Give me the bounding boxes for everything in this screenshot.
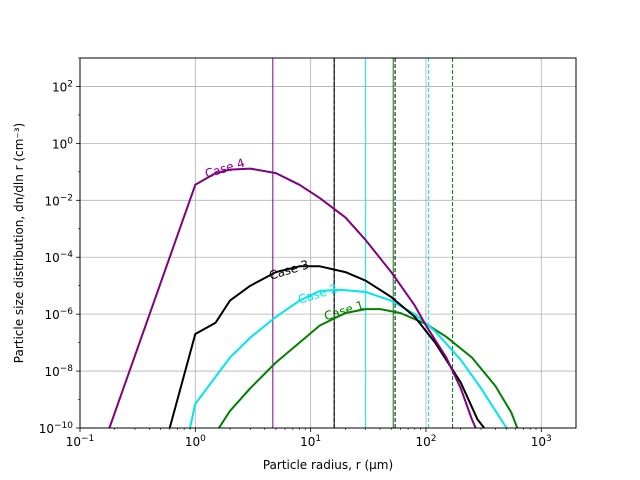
axis-ticks: 10−1 100 101 102 103 10−10 10−8 10−6 10−4 10−2 100… [39, 57, 552, 449]
y-tick-label: 10−6 [44, 307, 73, 322]
series-lines [108, 167, 519, 428]
x-axis-label: Particle radius, r (μm) [263, 458, 393, 472]
x-tick-label: 10−1 [66, 434, 95, 449]
y-tick-label: 100 [52, 136, 73, 151]
plot-frame [79, 57, 577, 429]
series-line [108, 167, 477, 428]
x-tick-label: 101 [300, 434, 321, 449]
y-tick-label: 10−8 [44, 364, 73, 379]
x-tick-label: 100 [185, 434, 206, 449]
series-line [189, 288, 508, 428]
x-tick-label: 102 [415, 434, 436, 449]
y-axis-label: Particle size distribution, dn/dln r (cm… [12, 123, 26, 363]
y-tick-label: 102 [52, 79, 73, 94]
y-tick-label: 10−2 [44, 193, 73, 208]
y-tick-label: 10−4 [44, 250, 73, 265]
x-tick-label: 103 [531, 434, 552, 449]
y-tick-label: 10−10 [39, 421, 74, 436]
plot-background [80, 58, 576, 428]
series-line [218, 308, 519, 428]
